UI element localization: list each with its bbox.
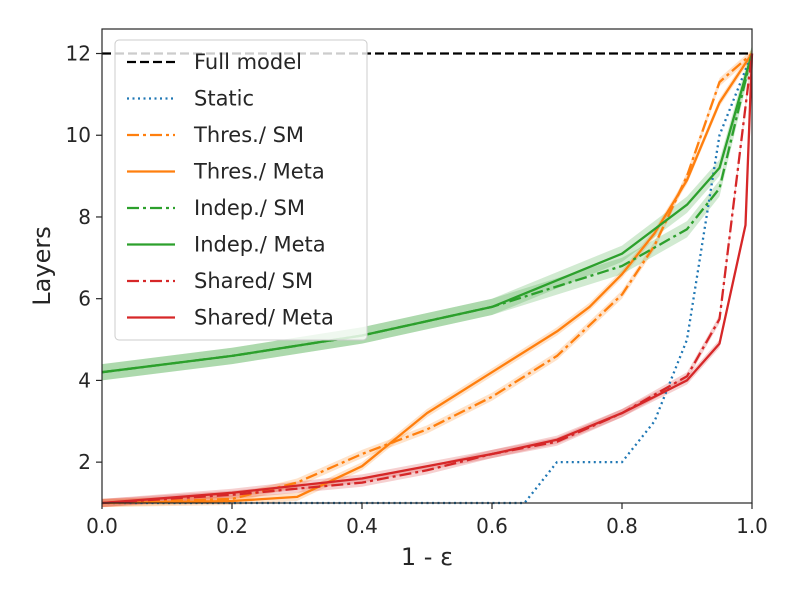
legend-label-shared-meta: Shared/ Meta xyxy=(194,306,334,330)
y-tick-label: 6 xyxy=(78,287,91,311)
x-axis-label: 1 - ε xyxy=(401,543,453,571)
x-tick-label: 0.2 xyxy=(216,514,248,538)
legend-label-shared-sm: Shared/ SM xyxy=(194,269,313,293)
x-tick-label: 0.0 xyxy=(86,514,118,538)
series-line-shared-sm xyxy=(101,53,754,505)
x-tick-label: 1.0 xyxy=(736,514,768,538)
y-tick-label: 4 xyxy=(78,368,91,392)
legend: Full model Static Thres./ SM Thres./ Meta In… xyxy=(114,39,368,341)
y-tick-label: 2 xyxy=(78,450,91,474)
legend-label-thres-sm: Thres./ SM xyxy=(193,123,304,147)
y-tick-label: 10 xyxy=(66,123,91,147)
series-line-thres-meta xyxy=(101,52,753,505)
legend-label-indep-meta: Indep./ Meta xyxy=(194,233,326,257)
band-indep-meta xyxy=(102,45,752,381)
confidence-bands xyxy=(102,45,752,508)
band-thres-meta xyxy=(102,49,752,508)
series-line-shared-meta xyxy=(101,53,754,505)
series-line-indep-sm xyxy=(101,53,754,374)
series-line-thres-sm xyxy=(101,52,753,505)
legend-box xyxy=(114,39,368,341)
plot-frame xyxy=(101,28,753,504)
series-lines xyxy=(101,52,754,505)
legend-label-indep-sm: Indep./ SM xyxy=(194,196,305,220)
x-tick-label: 0.6 xyxy=(476,514,508,538)
legend-label-static: Static xyxy=(194,87,254,111)
x-tick-label: 0.8 xyxy=(606,514,638,538)
legend-label-thres-meta: Thres./ Meta xyxy=(193,160,325,184)
series-line-indep-meta xyxy=(101,53,754,374)
x-tick-label: 0.4 xyxy=(346,514,378,538)
legend-label-full-model: Full model xyxy=(194,50,302,74)
band-indep-sm xyxy=(102,45,752,381)
y-tick-label: 8 xyxy=(78,205,91,229)
y-tick-label: 12 xyxy=(66,42,91,66)
axes: 0.0 0.2 0.4 0.6 0.8 1.0 2 4 6 8 10 12 xyxy=(66,28,768,538)
y-axis-label: Layers xyxy=(28,226,56,305)
